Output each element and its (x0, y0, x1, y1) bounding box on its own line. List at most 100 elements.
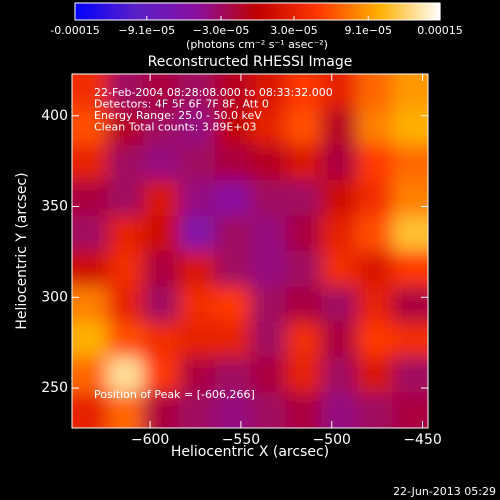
colorbar-swatch (405, 3, 409, 20)
image-cell (321, 144, 358, 182)
colorbar-swatch (287, 3, 291, 20)
colorbar-swatch (260, 3, 264, 20)
colorbar-swatch (147, 3, 151, 20)
x-tick-label: −550 (222, 432, 260, 448)
annotations: 22-Feb-2004 08:28:08.000 to 08:33:32.000… (94, 86, 333, 134)
colorbar-swatch (90, 3, 94, 20)
colorbar-swatch (380, 3, 384, 20)
image-cell (178, 144, 216, 182)
colorbar-swatch (372, 3, 376, 20)
colorbar-swatch (330, 3, 334, 20)
colorbar-swatch (277, 3, 281, 20)
colorbar-swatch (240, 3, 244, 20)
image-cell (250, 251, 287, 288)
image-cell (107, 180, 145, 217)
colorbar-swatch (167, 3, 171, 20)
colorbar-swatch (430, 3, 434, 20)
image-cell (356, 74, 394, 111)
colorbar-tick-label: −9.1e−05 (118, 24, 175, 37)
image-cell (250, 180, 287, 217)
colorbar-swatch (295, 3, 299, 20)
colorbar-swatch (357, 3, 361, 20)
image-cell (72, 286, 109, 323)
colorbar-swatch (407, 3, 411, 20)
colorbar-swatch (387, 3, 391, 20)
image-cell (356, 109, 394, 146)
colorbar-swatch (265, 3, 269, 20)
image-cell (250, 357, 287, 394)
colorbar-swatch (335, 3, 339, 20)
image-cell (356, 144, 394, 182)
y-axis-label: Heliocentric Y (arcsec) (14, 172, 30, 329)
colorbar-swatch (422, 3, 426, 20)
image-cell (321, 286, 358, 323)
colorbar-swatch (417, 3, 421, 20)
colorbar-swatch (165, 3, 169, 20)
footer: 22-Jun-2013 05:29 (393, 485, 496, 498)
image-cell (107, 321, 145, 359)
colorbar-swatch (332, 3, 336, 20)
image-cell (285, 74, 323, 111)
colorbar-swatch (220, 3, 224, 20)
colorbar-swatch (275, 3, 279, 20)
image-cell (143, 251, 180, 288)
colorbar-swatch (252, 3, 256, 20)
colorbar-swatch (170, 3, 174, 20)
image-cell (214, 180, 251, 217)
colorbar-swatch (352, 3, 356, 20)
colorbar-swatch (420, 3, 424, 20)
image-cell (356, 357, 394, 394)
annotation: Clean Total counts: 3.89E+03 (94, 121, 257, 134)
y-tick-label: 250 (41, 380, 68, 396)
colorbar-swatch (320, 3, 324, 20)
image-cell (178, 109, 216, 146)
colorbar-swatch (242, 3, 246, 20)
colorbar-swatch (345, 3, 349, 20)
image-cell (178, 74, 216, 111)
image-cell (178, 357, 216, 394)
colorbar-frame (74, 2, 441, 21)
colorbar-swatch (112, 3, 116, 20)
image-cell (250, 286, 287, 323)
colorbar-swatch (202, 3, 206, 20)
image-cell (143, 109, 180, 146)
image-cell (143, 392, 180, 428)
image-cell (392, 144, 428, 182)
image-cell (321, 215, 358, 252)
colorbar-swatch (180, 3, 184, 20)
y-tick-label: 400 (41, 108, 68, 124)
image-cell (321, 109, 358, 146)
colorbar-swatch (270, 3, 274, 20)
image-cell (107, 74, 145, 111)
colorbar-swatch (110, 3, 114, 20)
colorbar-swatch (307, 3, 311, 20)
plot-frame (71, 73, 429, 429)
colorbar-swatch (245, 3, 249, 20)
image-cell (392, 251, 428, 288)
colorbar-swatch (177, 3, 181, 20)
colorbar-swatch (312, 3, 316, 20)
x-tick-label: −450 (403, 432, 441, 448)
image-cell (107, 251, 145, 288)
image-cell (285, 180, 323, 217)
image-cell (107, 286, 145, 323)
image-cell (178, 251, 216, 288)
colorbar-swatch (212, 3, 216, 20)
colorbar-swatch (82, 3, 86, 20)
colorbar-swatch (360, 3, 364, 20)
image-cell (392, 286, 428, 323)
colorbar-swatch (185, 3, 189, 20)
colorbar-swatch (227, 3, 231, 20)
colorbar-swatch (192, 3, 196, 20)
image-cell (285, 321, 323, 359)
image-cell (285, 286, 323, 323)
image-cell (214, 109, 251, 146)
image-cell (214, 251, 251, 288)
image-cell (178, 321, 216, 359)
image-cell (356, 251, 394, 288)
colorbar-swatch (427, 3, 431, 20)
colorbar-swatch (305, 3, 309, 20)
image-cell (250, 215, 287, 252)
image-cell (143, 144, 180, 182)
